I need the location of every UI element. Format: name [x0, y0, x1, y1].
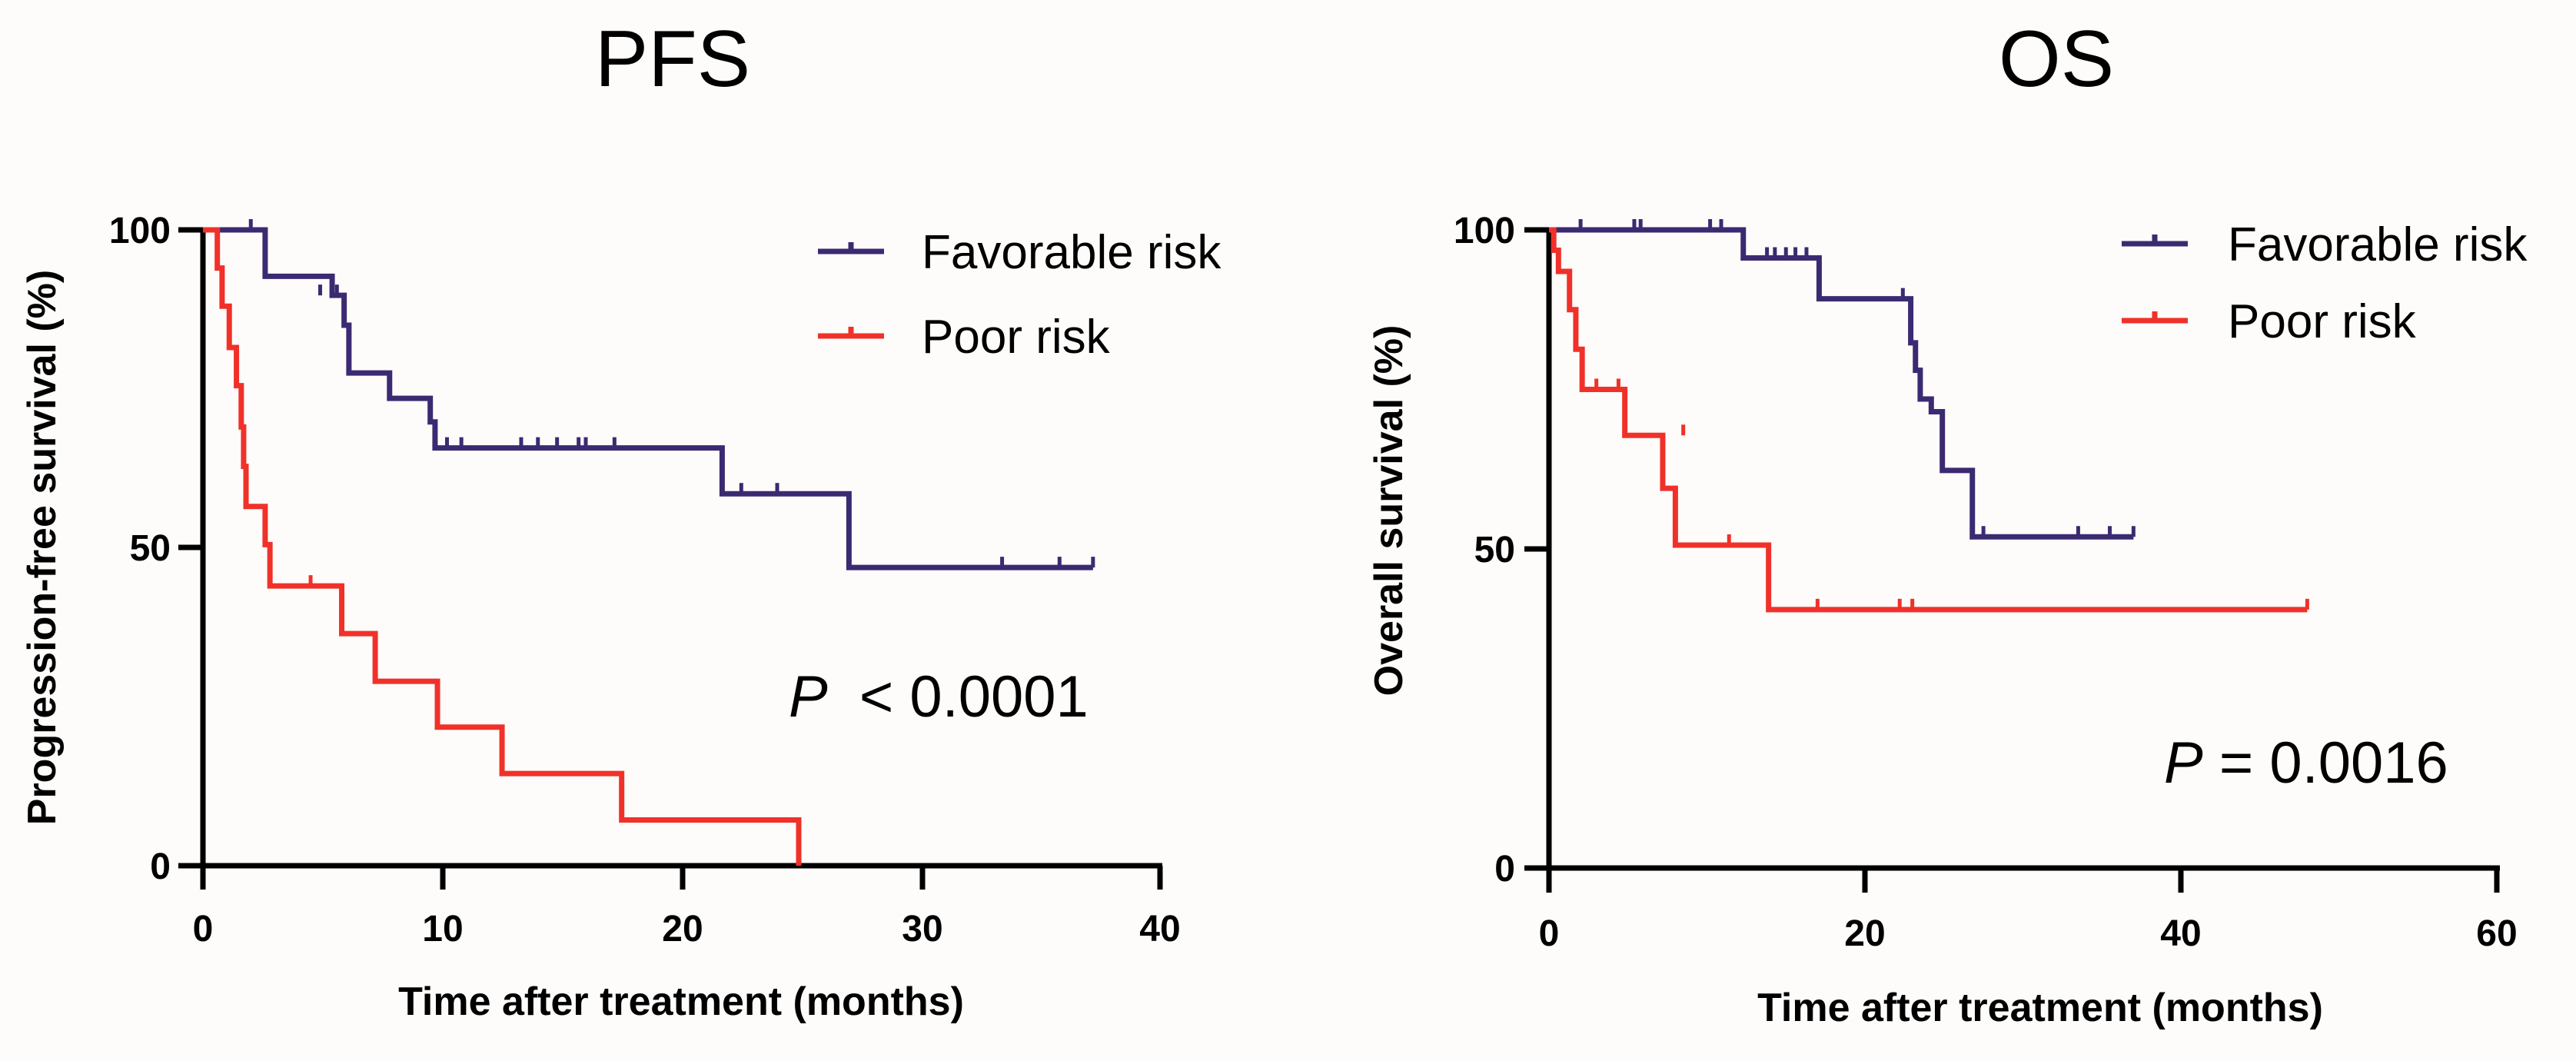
pfs-panel: PFS 100 50 0 0 10 20 30 40 Time after tr… — [20, 15, 1222, 1024]
os-x-axis-label: Time after treatment (months) — [1757, 986, 2323, 1030]
os-panel: OS 100 50 0 0 20 40 60 Time after treatm… — [1367, 15, 2528, 1030]
os-title: OS — [1999, 15, 2114, 104]
os-x-tick-label-0: 0 — [1539, 913, 1560, 954]
pfs-y-axis-label: Progression-free survival (%) — [20, 270, 65, 825]
pfs-favorable-curve — [203, 227, 1093, 570]
pfs-p-symbol: P — [789, 664, 828, 730]
pfs-plot-area: 100 50 0 0 10 20 30 40 — [109, 211, 1181, 950]
pfs-legend: Favorable risk Poor risk — [818, 226, 1222, 364]
pfs-y-tick-label-50: 50 — [130, 528, 171, 569]
os-y-tick-label-100: 100 — [1454, 211, 1515, 251]
pfs-legend-favorable-label: Favorable risk — [922, 226, 1222, 279]
os-legend-favorable-label: Favorable risk — [2228, 218, 2528, 271]
os-x-tick-label-60: 60 — [2476, 913, 2517, 954]
pfs-x-axis-label: Time after treatment (months) — [398, 980, 964, 1024]
os-legend: Favorable risk Poor risk — [2122, 218, 2528, 348]
pfs-x-tick-label-0: 0 — [193, 909, 214, 950]
pfs-x-tick-label-40: 40 — [1139, 909, 1180, 950]
pfs-title: PFS — [595, 15, 750, 104]
pfs-x-tick-label-30: 30 — [902, 909, 942, 950]
os-p-text: = 0.0016 — [2219, 730, 2448, 796]
pfs-poor-curve — [203, 227, 802, 866]
os-y-axis-label: Overall survival (%) — [1367, 325, 1411, 697]
os-p-value: P = 0.0016 — [2164, 730, 2448, 796]
os-y-tick-label-0: 0 — [1494, 849, 1515, 890]
pfs-p-text: < 0.0001 — [859, 664, 1089, 730]
os-x-tick-label-40: 40 — [2160, 913, 2201, 954]
pfs-p-value: P < 0.0001 — [789, 664, 1089, 730]
os-plot-area: 100 50 0 0 20 40 60 — [1454, 211, 2518, 954]
pfs-y-tick-label-0: 0 — [150, 846, 171, 887]
pfs-x-tick-label-20: 20 — [662, 909, 703, 950]
os-poor-curve — [1549, 227, 2308, 613]
pfs-y-tick-label-100: 100 — [109, 211, 171, 251]
os-y-tick-label-50: 50 — [1474, 530, 1515, 570]
pfs-x-tick-label-10: 10 — [422, 909, 463, 950]
os-x-tick-label-20: 20 — [1844, 913, 1885, 954]
os-p-symbol: P — [2164, 730, 2203, 796]
pfs-legend-poor-label: Poor risk — [922, 311, 1111, 364]
os-legend-poor-label: Poor risk — [2228, 295, 2417, 348]
